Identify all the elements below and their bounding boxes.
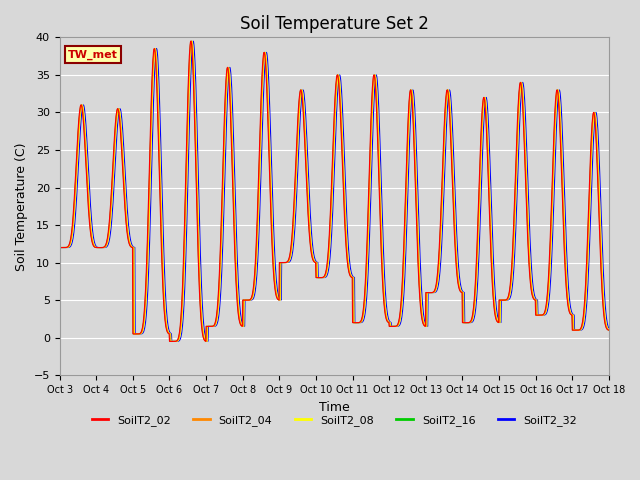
- SoilT2_08: [605, 326, 612, 332]
- Y-axis label: Soil Temperature (C): Soil Temperature (C): [15, 142, 28, 271]
- SoilT2_32: [189, 38, 197, 44]
- SoilT2_08: [492, 308, 499, 313]
- SoilT2_02: [605, 327, 612, 333]
- SoilT2_02: [164, 331, 172, 336]
- SoilT2_02: [540, 311, 548, 316]
- SoilT2_16: [164, 330, 172, 336]
- SoilT2_32: [171, 338, 179, 344]
- SoilT2_32: [540, 312, 548, 318]
- SoilT2_16: [56, 245, 63, 251]
- SoilT2_04: [56, 245, 63, 251]
- SoilT2_32: [420, 314, 428, 320]
- Line: SoilT2_02: SoilT2_02: [60, 41, 609, 341]
- SoilT2_04: [188, 38, 195, 44]
- SoilT2_02: [240, 297, 248, 303]
- SoilT2_04: [540, 311, 548, 317]
- SoilT2_08: [240, 324, 248, 329]
- SoilT2_08: [420, 320, 428, 325]
- SoilT2_16: [179, 300, 186, 305]
- SoilT2_16: [540, 311, 548, 317]
- SoilT2_16: [420, 322, 428, 328]
- SoilT2_04: [605, 327, 612, 333]
- Legend: SoilT2_02, SoilT2_04, SoilT2_08, SoilT2_16, SoilT2_32: SoilT2_02, SoilT2_04, SoilT2_08, SoilT2_…: [87, 411, 581, 431]
- Line: SoilT2_08: SoilT2_08: [60, 41, 609, 341]
- SoilT2_16: [188, 38, 195, 44]
- SoilT2_02: [492, 315, 499, 321]
- SoilT2_04: [164, 330, 172, 336]
- Title: Soil Temperature Set 2: Soil Temperature Set 2: [240, 15, 429, 33]
- SoilT2_32: [605, 325, 612, 331]
- SoilT2_02: [179, 293, 186, 299]
- SoilT2_08: [56, 245, 63, 251]
- SoilT2_16: [240, 297, 248, 303]
- SoilT2_16: [605, 327, 612, 333]
- Line: SoilT2_16: SoilT2_16: [60, 41, 609, 341]
- SoilT2_32: [492, 297, 499, 302]
- SoilT2_16: [169, 338, 177, 344]
- SoilT2_02: [56, 245, 63, 251]
- SoilT2_02: [420, 323, 428, 328]
- SoilT2_32: [179, 327, 186, 333]
- X-axis label: Time: Time: [319, 400, 349, 413]
- SoilT2_32: [240, 323, 248, 329]
- SoilT2_04: [240, 297, 248, 303]
- SoilT2_08: [164, 329, 172, 335]
- SoilT2_08: [179, 315, 186, 321]
- Text: TW_met: TW_met: [68, 49, 118, 60]
- SoilT2_02: [169, 338, 177, 344]
- SoilT2_02: [187, 38, 195, 44]
- SoilT2_08: [540, 312, 548, 318]
- SoilT2_04: [179, 302, 186, 308]
- Line: SoilT2_32: SoilT2_32: [60, 41, 609, 341]
- SoilT2_32: [56, 245, 63, 251]
- SoilT2_16: [492, 313, 499, 319]
- SoilT2_08: [170, 338, 177, 344]
- SoilT2_04: [492, 313, 499, 319]
- SoilT2_08: [188, 38, 196, 44]
- SoilT2_04: [169, 338, 177, 344]
- SoilT2_32: [164, 325, 172, 331]
- SoilT2_04: [420, 322, 428, 327]
- Line: SoilT2_04: SoilT2_04: [60, 41, 609, 341]
